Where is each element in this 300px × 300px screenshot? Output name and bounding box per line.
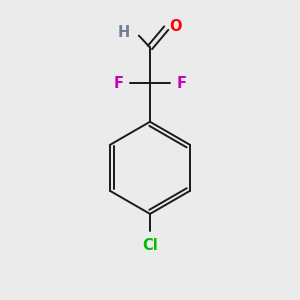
Text: O: O (169, 19, 182, 34)
Text: Cl: Cl (142, 238, 158, 253)
Text: F: F (177, 76, 187, 91)
Text: F: F (113, 76, 123, 91)
Text: H: H (118, 25, 130, 40)
